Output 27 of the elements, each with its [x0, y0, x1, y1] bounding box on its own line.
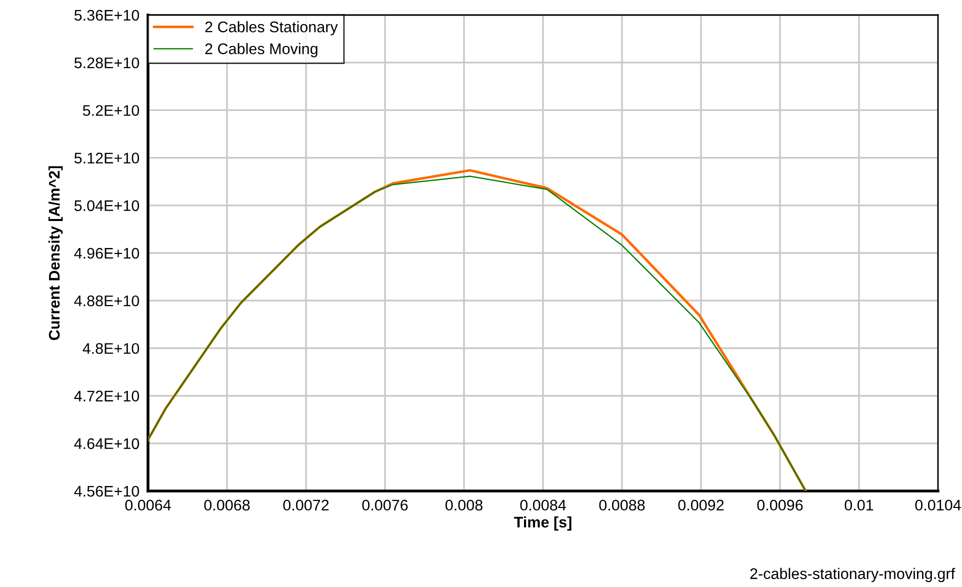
y-tick-label: 5.28E+10	[74, 57, 140, 68]
x-tick-label: 0.008	[445, 500, 482, 511]
y-axis-title: Current Density [A/m^2]	[48, 166, 63, 340]
x-tick-label: 0.0088	[599, 500, 645, 511]
legend-label: 2 Cables Stationary	[205, 21, 338, 36]
y-tick-label: 5.36E+10	[74, 10, 140, 21]
y-tick-label: 5.04E+10	[74, 200, 140, 212]
x-tick-label: 0.0064	[125, 500, 171, 511]
y-tick-label: 4.64E+10	[74, 438, 140, 450]
x-tick-label: 0.0104	[915, 500, 961, 511]
legend-label: 2 Cables Moving	[205, 42, 318, 58]
x-tick-label: 0.01	[844, 500, 874, 511]
y-tick-label: 5.12E+10	[74, 152, 140, 164]
y-tick-label: 4.72E+10	[74, 390, 140, 402]
y-tick-label: 4.88E+10	[74, 295, 140, 306]
x-tick-label: 0.0076	[362, 500, 408, 511]
y-tick-label: 4.96E+10	[74, 248, 140, 259]
y-tick-label: 5.2E+10	[82, 105, 140, 116]
text: 2-cables-stationary-moving.grf	[750, 568, 956, 582]
x-tick-label: 0.0068	[204, 500, 250, 511]
y-tick-label: 4.8E+10	[82, 343, 140, 354]
x-tick-label: 0.0072	[283, 500, 329, 511]
x-tick-label: 0.0096	[757, 500, 803, 511]
y-tick-label: 4.56E+10	[74, 486, 140, 497]
x-tick-label: 0.0084	[520, 500, 566, 511]
x-tick-label: 0.0092	[678, 500, 724, 511]
x-axis-title: Time [s]	[514, 516, 572, 531]
